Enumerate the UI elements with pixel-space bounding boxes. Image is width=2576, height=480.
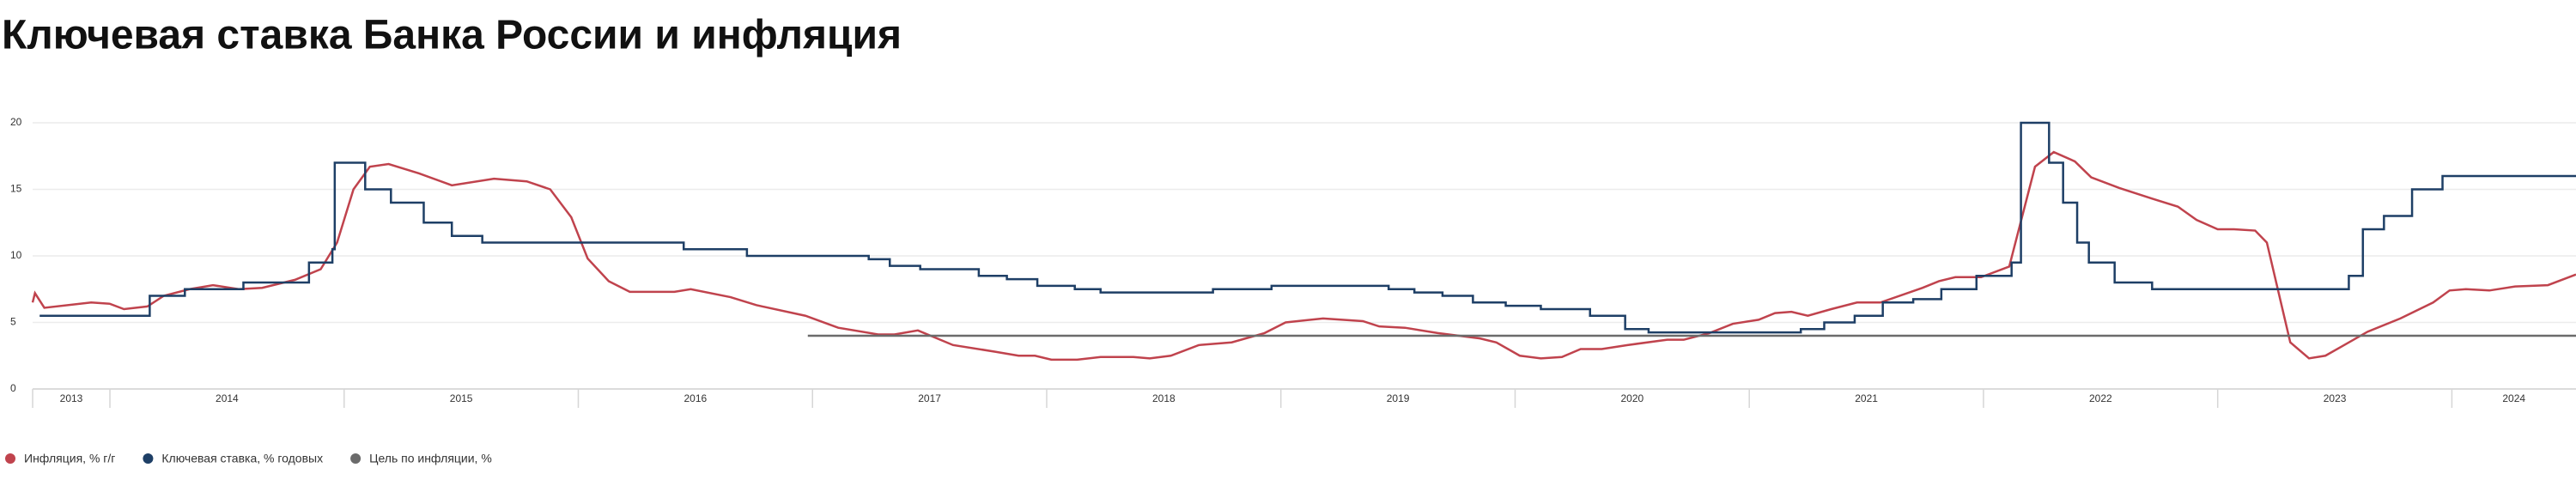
x-tick-label: 2014 — [216, 392, 239, 404]
legend-label: Инфляция, % г/г — [24, 452, 115, 465]
series-line — [39, 121, 2576, 334]
x-tick-label: 2016 — [684, 392, 708, 404]
x-tick-label: 2020 — [1620, 392, 1643, 404]
y-tick-label: 15 — [10, 183, 22, 195]
y-tick-label: 20 — [10, 116, 22, 128]
legend-marker — [143, 453, 154, 464]
chart-title: Ключевая ставка Банка России и инфляция — [2, 13, 902, 58]
x-tick-label: 2013 — [60, 392, 83, 404]
x-tick-label: 2019 — [1387, 392, 1410, 404]
x-tick-label: 2021 — [1855, 392, 1878, 404]
legend-label: Ключевая ставка, % годовых — [161, 452, 323, 465]
legend-label: Цель по инфляции, % — [369, 452, 492, 465]
x-tick-label: 2024 — [2502, 392, 2525, 404]
legend-marker — [5, 453, 15, 464]
x-tick-label: 2018 — [1152, 392, 1176, 404]
x-tick-label: 2023 — [2324, 392, 2347, 404]
x-tick-label: 2017 — [918, 392, 941, 404]
y-tick-label: 5 — [10, 316, 16, 328]
x-tick-label: 2015 — [450, 392, 473, 404]
x-tick-label: 2022 — [2089, 392, 2112, 404]
y-tick-label: 0 — [10, 382, 16, 394]
series-line — [31, 150, 2576, 362]
y-tick-label: 10 — [10, 249, 22, 261]
legend-marker — [350, 453, 361, 464]
